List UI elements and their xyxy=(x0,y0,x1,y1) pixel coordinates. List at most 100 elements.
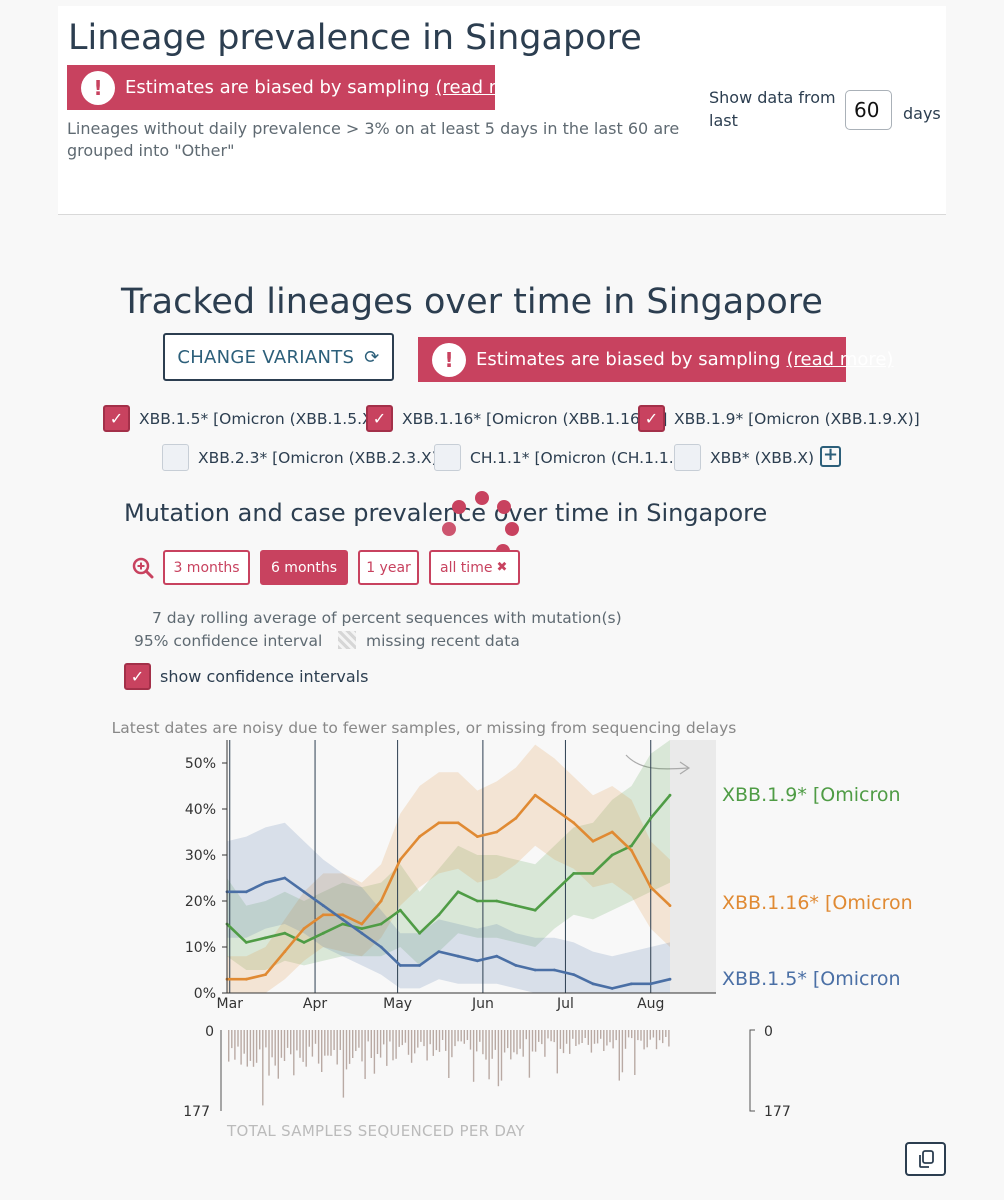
sample-bar xyxy=(593,1030,596,1044)
sample-bar xyxy=(404,1030,407,1043)
sample-bar xyxy=(274,1030,276,1066)
series-point xyxy=(418,964,421,967)
prevalence-chart: Latest dates are noisy due to fewer samp… xyxy=(112,719,913,1140)
zoom-in-icon[interactable] xyxy=(132,557,154,579)
series-point xyxy=(244,977,248,981)
sample-bar xyxy=(414,1030,416,1054)
sample-bar xyxy=(658,1030,661,1041)
alert-text: Estimates are biased by sampling xyxy=(125,77,430,98)
sample-bar xyxy=(367,1030,369,1042)
sample-bar xyxy=(286,1030,289,1048)
sample-bar xyxy=(426,1030,428,1061)
sample-bar xyxy=(448,1030,450,1078)
variant-checkbox-xbb[interactable]: XBB* (XBB.X) xyxy=(674,444,814,471)
sample-bar xyxy=(627,1030,630,1038)
sample-bar xyxy=(463,1030,465,1044)
copy-icon xyxy=(918,1150,934,1168)
x-tick-label: Jun xyxy=(471,996,494,1012)
read-more-link[interactable]: (read more) xyxy=(786,349,894,370)
sample-bar xyxy=(342,1030,345,1098)
series-point xyxy=(244,941,248,944)
sample-bar xyxy=(519,1030,521,1049)
samples-axis-right-bottom: 177 xyxy=(764,1104,791,1120)
y-tick-label: 0% xyxy=(194,986,216,1002)
series-point xyxy=(514,964,518,967)
sample-bar xyxy=(345,1030,348,1070)
sample-bar xyxy=(522,1030,524,1057)
sample-bar xyxy=(333,1030,335,1050)
sample-bar xyxy=(339,1030,341,1050)
series-point xyxy=(437,950,441,953)
chart-annotation: Latest dates are noisy due to fewer samp… xyxy=(112,719,737,737)
sample-bar xyxy=(317,1030,320,1064)
range-all-time-button[interactable]: all time ✖ xyxy=(429,550,520,585)
sample-bar xyxy=(652,1030,655,1038)
sample-bar xyxy=(358,1030,360,1048)
sample-bar xyxy=(249,1030,252,1061)
copy-button[interactable] xyxy=(905,1142,946,1176)
sample-bar xyxy=(252,1030,255,1067)
read-more-link[interactable]: (read more) xyxy=(435,77,543,98)
variant-label: XBB.1.5* [Omicron (XBB.1.5.X)] xyxy=(139,409,385,428)
sample-bar xyxy=(655,1030,658,1050)
sample-bar xyxy=(637,1030,639,1041)
variant-checkbox-xbb116[interactable]: ✓ XBB.1.16* [Omicron (XBB.1.16.X)] xyxy=(366,405,667,432)
sample-bar xyxy=(572,1030,574,1039)
sample-bar xyxy=(445,1030,447,1051)
sample-bar xyxy=(500,1030,503,1081)
variant-checkbox-xbb23[interactable]: XBB.2.3* [Omicron (XBB.2.3.X)] xyxy=(162,444,444,471)
sample-bar xyxy=(373,1030,376,1074)
variant-checkbox-xbb15[interactable]: ✓ XBB.1.5* [Omicron (XBB.1.5.X)] xyxy=(103,405,385,432)
sample-bar xyxy=(534,1030,537,1052)
sample-bar xyxy=(634,1030,636,1075)
sample-bar xyxy=(398,1030,400,1047)
range-6-months-button[interactable]: 6 months xyxy=(260,550,348,585)
sample-bar xyxy=(544,1030,546,1057)
sample-bar xyxy=(429,1030,431,1045)
sample-bar xyxy=(327,1030,329,1056)
sample-bar xyxy=(606,1030,608,1046)
sample-bar xyxy=(668,1030,670,1047)
sample-bar xyxy=(290,1030,292,1055)
sample-bar xyxy=(364,1030,366,1079)
compress-icon: ✖ xyxy=(496,560,508,575)
sample-bar xyxy=(494,1030,496,1050)
legend-confidence-interval: 95% confidence interval xyxy=(134,632,323,650)
sample-bar xyxy=(479,1030,481,1042)
variant-checkbox-ch11[interactable]: CH.1.1* [Omicron (CH.1.1.X)] xyxy=(434,444,696,471)
sample-bar xyxy=(575,1030,577,1046)
sample-bar xyxy=(643,1030,645,1050)
series-point xyxy=(379,922,383,926)
series-point xyxy=(533,908,537,912)
add-variant-plus-icon[interactable]: + xyxy=(820,446,841,467)
days-input[interactable] xyxy=(845,90,892,130)
series-point xyxy=(379,899,383,903)
series-point xyxy=(264,973,267,976)
series-point xyxy=(398,908,402,912)
show-ci-toggle[interactable]: ✓ show confidence intervals xyxy=(124,663,368,690)
checkbox-checked-icon: ✓ xyxy=(366,405,393,432)
range-1-year-button[interactable]: 1 year xyxy=(358,550,419,585)
change-variants-button[interactable]: CHANGE VARIANTS ⟳ xyxy=(163,333,394,381)
sample-bar xyxy=(283,1030,286,1061)
change-variants-label: CHANGE VARIANTS xyxy=(177,346,355,368)
sample-bar xyxy=(565,1030,568,1044)
sample-bar xyxy=(401,1030,403,1046)
sample-bar xyxy=(541,1030,543,1045)
series-point xyxy=(630,982,633,986)
annotation-arrow xyxy=(625,754,689,770)
sample-bar xyxy=(547,1030,549,1039)
series-point xyxy=(264,881,267,884)
range-3-months-button[interactable]: 3 months xyxy=(163,550,250,585)
sample-bar xyxy=(305,1030,307,1067)
alert-text: Estimates are biased by sampling xyxy=(476,349,781,370)
variant-checkbox-xbb19[interactable]: ✓ XBB.1.9* [Omicron (XBB.1.9.X)] xyxy=(638,405,920,432)
x-tick-label: Apr xyxy=(303,996,327,1012)
sample-bar xyxy=(277,1030,279,1079)
series-point xyxy=(302,927,306,930)
series-point xyxy=(610,853,614,857)
x-tick-label: May xyxy=(383,996,412,1012)
checkbox-checked-icon: ✓ xyxy=(103,405,130,432)
checkbox-checked-icon: ✓ xyxy=(638,405,665,432)
sample-bar xyxy=(376,1030,379,1054)
